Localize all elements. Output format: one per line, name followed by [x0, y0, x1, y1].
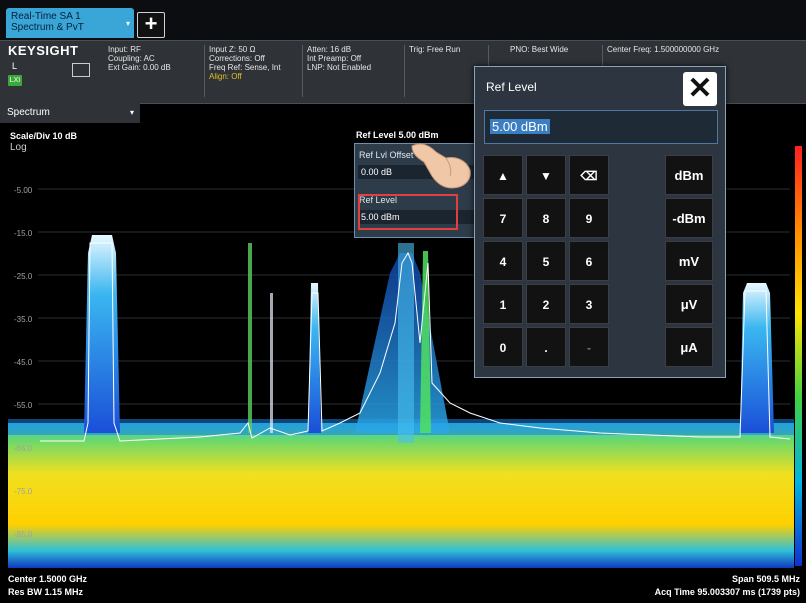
y-axis-label: -85.0	[14, 530, 33, 539]
chevron-down-icon[interactable]: ▾	[129, 108, 134, 117]
ref-level-keypad-dialog[interactable]: Ref Level ✕ 5.00 dBm ▲ ▼ ⌫ 7 8 9 4 5 6 1…	[474, 66, 726, 378]
signal-spike	[248, 243, 252, 433]
key-5[interactable]: 5	[526, 241, 566, 281]
acq-time-status: Acq Time 95.003307 ms (1739 pts)	[654, 587, 800, 597]
close-icon[interactable]: ✕	[683, 72, 717, 106]
unit-uv-button[interactable]: μV	[665, 284, 713, 324]
unit-mv-button[interactable]: mV	[665, 241, 713, 281]
signal-center	[398, 243, 414, 443]
local-indicator: L	[12, 61, 18, 71]
input-z-value: Input Z: 50 Ω	[209, 45, 256, 54]
key-decimal[interactable]: .	[526, 327, 566, 367]
lnp-value: LNP: Not Enabled	[307, 63, 372, 72]
selection-highlight	[358, 194, 458, 230]
up-arrow-key[interactable]: ▲	[483, 155, 523, 195]
divider	[204, 45, 205, 97]
key-3[interactable]: 3	[569, 284, 609, 324]
value-entry-field[interactable]: 5.00 dBm	[484, 110, 718, 144]
signal-spike	[420, 251, 431, 433]
lxi-badge: LXI	[8, 75, 22, 86]
atten-settings[interactable]: Atten: 16 dB Int Preamp: Off LNP: Not En…	[307, 45, 371, 72]
ref-level-field-label: Ref Level	[359, 195, 398, 205]
key-7[interactable]: 7	[483, 198, 523, 238]
signal-left	[84, 235, 120, 433]
key-4[interactable]: 4	[483, 241, 523, 281]
log-label: Log	[10, 142, 27, 153]
freq-ref-value: Freq Ref: Sense, Int	[209, 63, 281, 72]
key-1[interactable]: 1	[483, 284, 523, 324]
spectrum-graph	[8, 188, 794, 568]
corrections-value: Corrections: Off	[209, 54, 265, 63]
unit-neg-dbm-button[interactable]: -dBm	[665, 198, 713, 238]
align-status: Align: Off	[209, 72, 242, 81]
backspace-key[interactable]: ⌫	[569, 155, 609, 195]
mode-tab-line2: Spectrum & PvT	[11, 22, 84, 33]
signal-right	[740, 283, 774, 433]
center-freq-status: Center 1.5000 GHz	[8, 574, 88, 584]
ref-offset-label: Ref Lvl Offset	[359, 150, 414, 160]
tab-bar	[0, 0, 806, 40]
density-color-scale	[795, 146, 802, 566]
atten-value: Atten: 16 dB	[307, 45, 352, 54]
key-9[interactable]: 9	[569, 198, 609, 238]
ref-level-field-value[interactable]: 5.00 dBm	[358, 210, 476, 224]
span-status: Span 509.5 MHz	[731, 574, 800, 584]
pno-setting[interactable]: PNO: Best Wide	[510, 45, 569, 54]
add-tab-button[interactable]: +	[137, 12, 165, 38]
entry-value: 5.00 dBm	[490, 119, 550, 134]
unit-ua-button[interactable]: μA	[665, 327, 713, 367]
key-minus[interactable]: -	[569, 327, 609, 367]
input-value: Input: RF	[108, 45, 141, 54]
scale-div-label: Scale/Div 10 dB	[10, 131, 78, 141]
signal-spike	[270, 293, 273, 433]
status-bar: Center 1.5000 GHz Res BW 1.15 MHz Span 5…	[0, 571, 806, 603]
dialog-title: Ref Level	[486, 80, 537, 94]
res-bw-status: Res BW 1.15 MHz	[8, 587, 84, 597]
coupling-value: Coupling: AC	[108, 54, 155, 63]
divider	[404, 45, 405, 97]
preamp-value: Int Preamp: Off	[307, 54, 362, 63]
finger-touch-icon	[411, 143, 471, 189]
y-axis-label: -5.00	[14, 186, 33, 195]
center-freq-setting[interactable]: Center Freq: 1.500000000 GHz	[607, 45, 720, 54]
key-8[interactable]: 8	[526, 198, 566, 238]
chevron-down-icon[interactable]: ▾	[125, 19, 130, 28]
key-6[interactable]: 6	[569, 241, 609, 281]
y-axis-label: -15.0	[14, 229, 33, 238]
mode-tab[interactable]: Real-Time SA 1 Spectrum & PvT ▾	[6, 8, 134, 38]
view-selector[interactable]: Spectrum ▾	[0, 103, 140, 123]
y-axis-label: -55.0	[14, 401, 33, 410]
ext-gain-value: Ext Gain: 0.00 dB	[108, 63, 171, 72]
unit-dbm-button[interactable]: dBm	[665, 155, 713, 195]
input-z-settings[interactable]: Input Z: 50 Ω Corrections: Off Freq Ref:…	[209, 45, 281, 81]
y-axis-label: -65.0	[14, 444, 33, 453]
input-settings[interactable]: Input: RF Coupling: AC Ext Gain: 0.00 dB	[108, 45, 171, 72]
ref-level-label: Ref Level 5.00 dBm	[356, 130, 439, 140]
trace-line	[40, 242, 791, 442]
y-axis-label: -45.0	[14, 358, 33, 367]
view-title: Spectrum	[7, 107, 50, 118]
ref-level-panel[interactable]: Ref Lvl Offset 0.00 dB Ref Level 5.00 dB…	[354, 143, 482, 238]
trigger-setting[interactable]: Trig: Free Run	[409, 45, 461, 54]
y-axis-label: -75.0	[14, 487, 33, 496]
spectrum-plot[interactable]	[0, 123, 806, 571]
down-arrow-key[interactable]: ▼	[526, 155, 566, 195]
screen-icon[interactable]	[72, 63, 90, 77]
y-axis-label: -25.0	[14, 272, 33, 281]
brand-logo: KEYSIGHT	[8, 43, 79, 58]
mode-tab-line1: Real-Time SA 1	[11, 11, 81, 22]
key-0[interactable]: 0	[483, 327, 523, 367]
y-axis-label: -35.0	[14, 315, 33, 324]
noise-floor	[8, 423, 794, 568]
divider	[302, 45, 303, 97]
key-2[interactable]: 2	[526, 284, 566, 324]
